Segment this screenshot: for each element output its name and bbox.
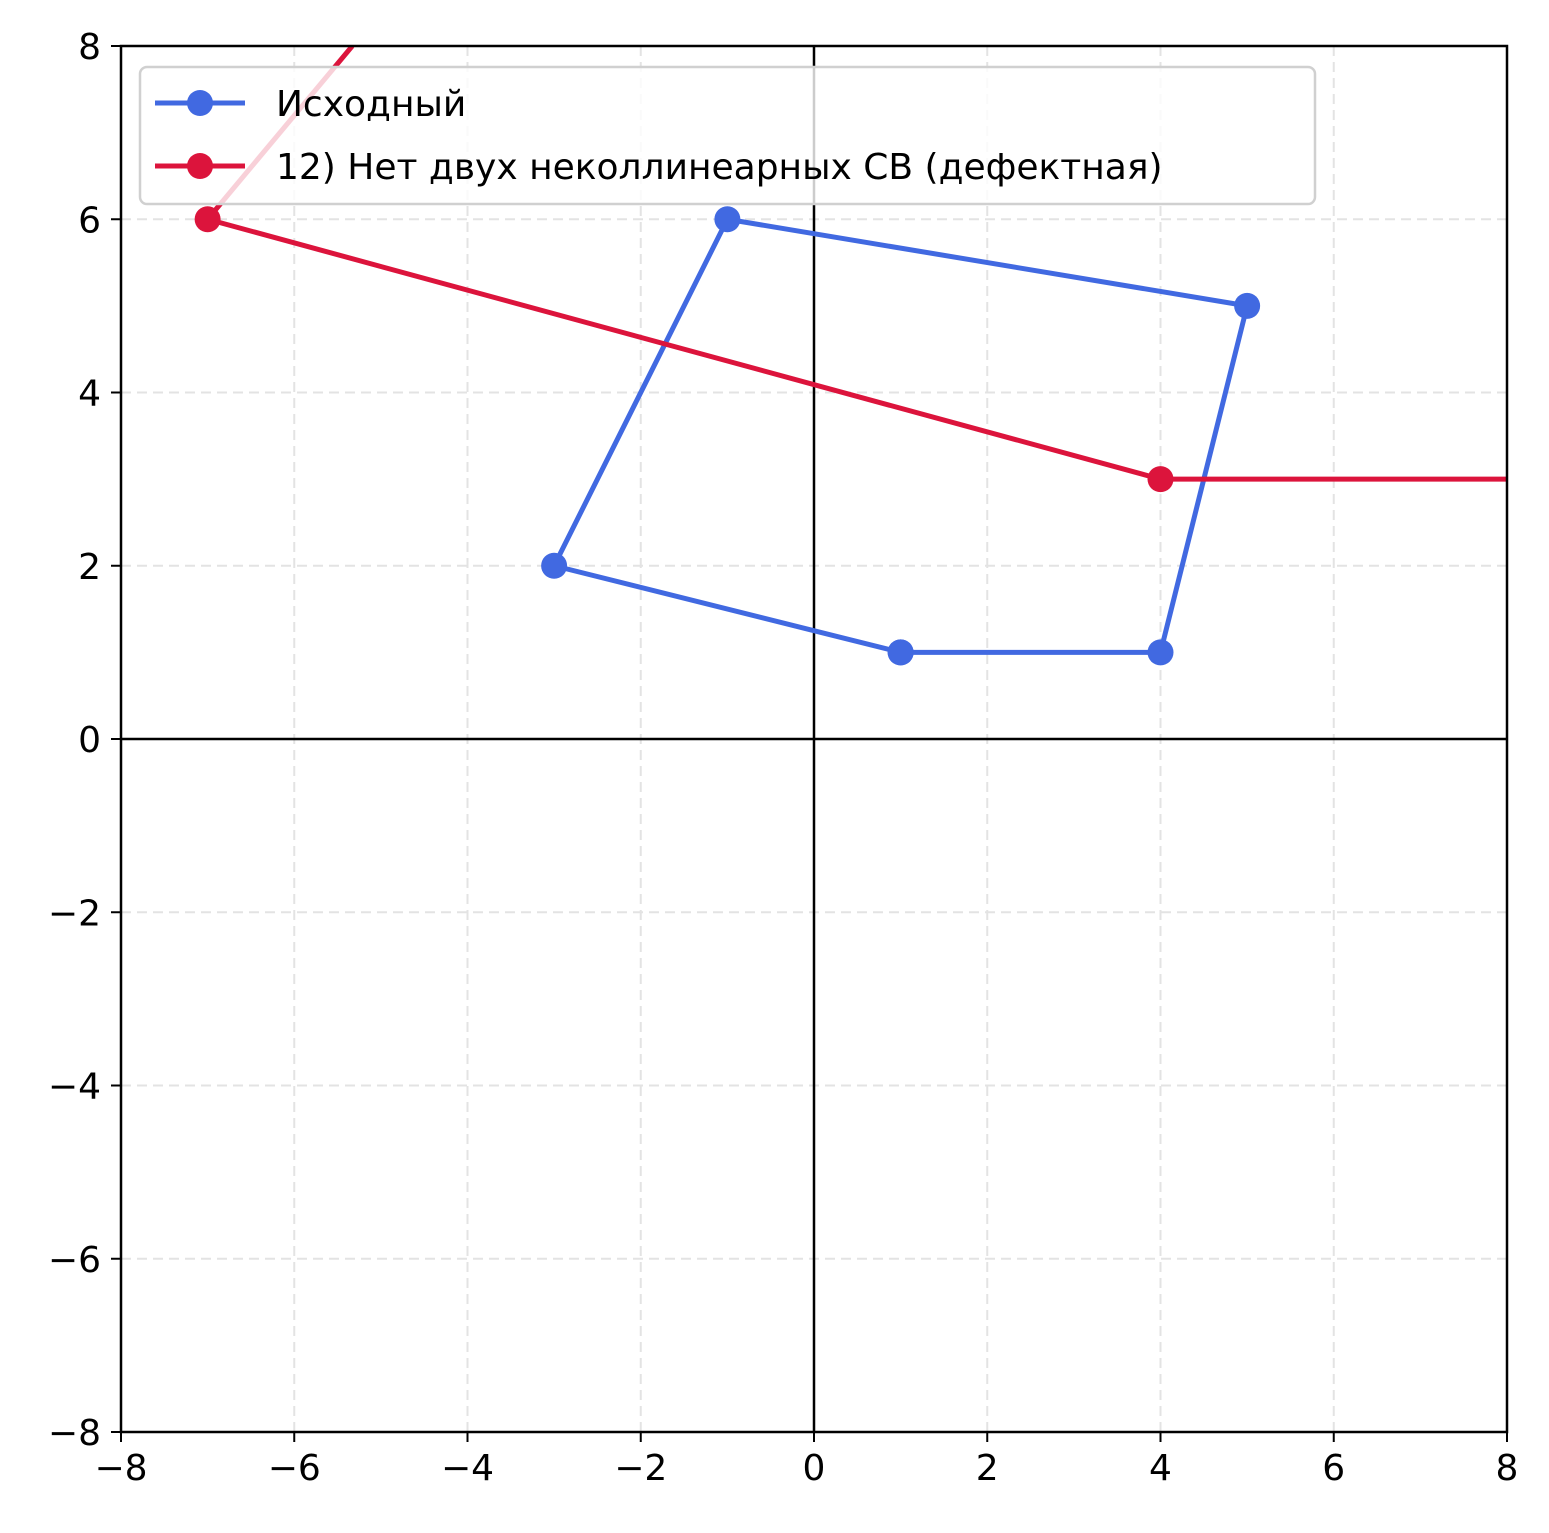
x-tick-label: −4 — [441, 1448, 494, 1489]
x-tick-label: −6 — [268, 1448, 321, 1489]
series-point — [194, 206, 221, 233]
series-point — [714, 206, 741, 233]
series-point — [1147, 639, 1174, 666]
series-0 — [541, 206, 1261, 666]
y-tick-label: −6 — [48, 1240, 101, 1281]
series-point — [1147, 466, 1174, 493]
y-tick-label: −4 — [48, 1067, 101, 1108]
legend: Исходный 12) Нет двух неколлинеарных СВ (… — [138, 65, 1317, 206]
y-tick-label: 2 — [78, 547, 101, 588]
series-line — [551, 216, 1250, 655]
series-line — [206, 216, 1162, 482]
y-tick-label: 6 — [78, 200, 101, 241]
origin-axes — [121, 46, 1507, 1432]
x-tick-label: 6 — [1322, 1448, 1345, 1489]
ticks: −8 −6 −4 −2 0 2 4 6 8 −8 −6 −4 −2 0 2 4 6 8 — [48, 27, 1519, 1489]
legend-label: Исходный — [276, 84, 466, 125]
series-point — [1234, 292, 1261, 319]
series-point — [887, 639, 914, 666]
y-tick-label: 4 — [78, 374, 101, 415]
x-tick-label: 4 — [1149, 1448, 1172, 1489]
legend-box — [138, 65, 1317, 206]
legend-marker — [187, 90, 213, 116]
legend-entry: 12) Нет двух неколлинеарных СВ (дефектна… — [155, 147, 1163, 188]
x-tick-label: 8 — [1496, 1448, 1519, 1489]
legend-label: 12) Нет двух неколлинеарных СВ (дефектна… — [276, 147, 1163, 188]
y-tick-label: −8 — [48, 1413, 101, 1454]
x-tick-label: 0 — [803, 1448, 826, 1489]
y-tick-label: 8 — [78, 27, 101, 68]
x-tick-label: −8 — [94, 1448, 147, 1489]
y-tick-label: 0 — [78, 720, 101, 761]
legend-marker — [187, 153, 213, 179]
y-tick-label: −2 — [48, 893, 101, 934]
series-point — [541, 552, 568, 579]
legend-entry: Исходный — [155, 84, 466, 125]
x-tick-label: −2 — [614, 1448, 667, 1489]
x-tick-label: 2 — [976, 1448, 999, 1489]
